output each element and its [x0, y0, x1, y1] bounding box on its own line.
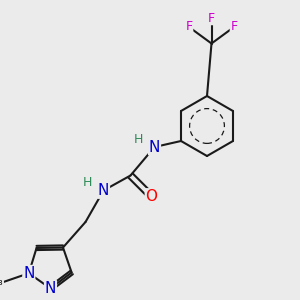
Text: H: H [83, 176, 93, 190]
Text: N: N [98, 183, 109, 198]
Text: N: N [23, 266, 34, 281]
Text: F: F [208, 11, 215, 25]
Text: N: N [45, 281, 56, 296]
Text: F: F [185, 20, 193, 34]
Text: H: H [134, 133, 144, 146]
Text: F: F [230, 20, 238, 34]
Text: N: N [149, 140, 160, 154]
Text: CH₃: CH₃ [0, 277, 3, 287]
Text: O: O [146, 189, 158, 204]
